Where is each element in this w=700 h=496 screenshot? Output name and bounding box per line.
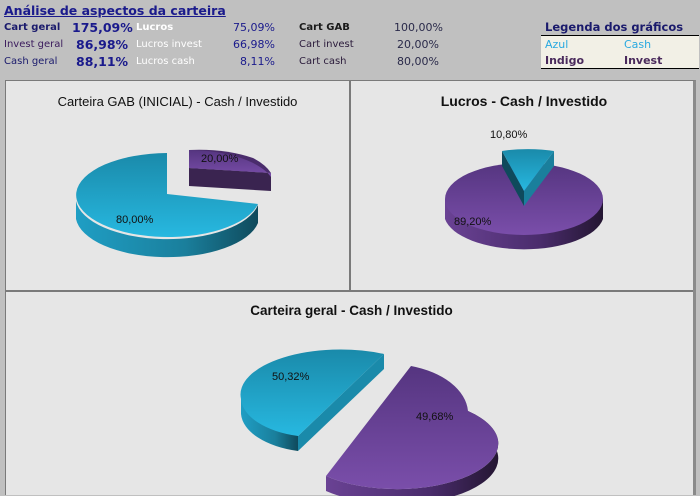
legend-meaning-invest: Invest <box>624 53 663 67</box>
cart-gab-label: Cart GAB <box>299 22 350 33</box>
cart-geral-label: Cart geral <box>4 22 61 33</box>
chart-title-gab: Carteira GAB (INICIAL) - Cash / Investid… <box>57 94 298 109</box>
pie-chart-gab <box>76 149 271 258</box>
lucros-label: Lucros <box>136 22 174 33</box>
lucros-invest-label: Lucros invest <box>136 39 202 50</box>
vertical-divider <box>349 81 351 291</box>
lucros-cash-value: 8,11% <box>240 55 275 68</box>
legend-row-invest: Indigo Invest <box>541 52 699 68</box>
cart-cash-label: Cart cash <box>299 56 347 67</box>
lucros-invest-value: 66,98% <box>233 38 275 51</box>
invest-geral-label: Invest geral <box>4 39 64 50</box>
page-title: Análise de aspectos da carteira <box>4 3 226 18</box>
lucros-cash-label: Lucros cash <box>136 56 195 67</box>
pie-charts-graphic <box>76 149 603 496</box>
cart-gab-value: 100,00% <box>394 21 443 34</box>
label-geral-cash: 50,32% <box>272 371 310 383</box>
cart-geral-value: 175,09% <box>72 20 133 35</box>
cart-invest-label: Cart invest <box>299 39 354 50</box>
invest-geral-value: 86,98% <box>76 37 129 52</box>
cart-cash-value: 80,00% <box>397 55 439 68</box>
pie-chart-geral <box>240 349 499 496</box>
legend-color-azul: Azul <box>545 37 569 51</box>
label-gab-invest: 20,00% <box>201 153 239 165</box>
legend-title: Legenda dos gráficos <box>545 20 684 34</box>
chart-title-lucros: Lucros - Cash / Investido <box>440 93 608 109</box>
label-lucros-cash: 10,80% <box>490 129 528 141</box>
label-geral-invest: 49,68% <box>416 411 454 423</box>
pie-chart-lucros <box>445 149 603 250</box>
chart-title-geral: Carteira geral - Cash / Investido <box>250 303 453 318</box>
cart-invest-value: 20,00% <box>397 38 439 51</box>
lucros-value: 75,09% <box>233 21 275 34</box>
charts-panel: Carteira GAB (INICIAL) - Cash / Investid… <box>5 80 696 496</box>
label-lucros-invest: 89,20% <box>454 216 492 228</box>
label-gab-cash: 80,00% <box>116 214 154 226</box>
chart-legend: Legenda dos gráficos Azul Cash Indigo In… <box>541 20 699 69</box>
legend-meaning-cash: Cash <box>624 37 652 51</box>
cash-geral-value: 88,11% <box>76 54 129 69</box>
legend-row-cash: Azul Cash <box>541 36 699 52</box>
cash-geral-label: Cash geral <box>4 56 58 67</box>
horizontal-divider <box>6 290 693 292</box>
legend-color-indigo: Indigo <box>545 53 584 67</box>
